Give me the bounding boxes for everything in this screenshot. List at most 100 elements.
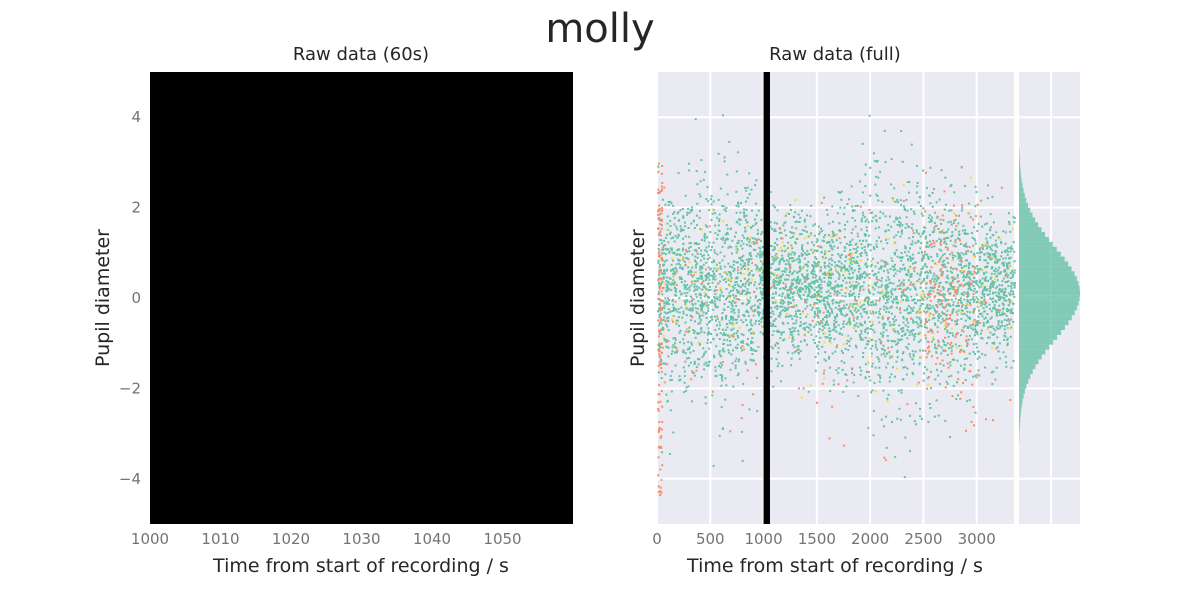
scatter-point [954, 336, 957, 339]
scatter-point [677, 235, 680, 238]
scatter-point [937, 227, 940, 230]
scatter-point [865, 327, 868, 330]
scatter-point [688, 250, 691, 253]
scatter-point [736, 221, 739, 224]
scatter-point [809, 324, 812, 327]
scatter-point [1003, 325, 1006, 328]
scatter-point [903, 309, 906, 312]
scatter-point [916, 323, 919, 326]
histogram-bar [1019, 197, 1027, 203]
scatter-point [759, 275, 762, 278]
scatter-point [973, 270, 976, 273]
scatter-point [749, 251, 752, 254]
scatter-point [867, 288, 870, 291]
scatter-point [672, 337, 675, 340]
scatter-point [803, 218, 806, 221]
scatter-point [943, 231, 946, 234]
scatter-point [1012, 273, 1015, 276]
scatter-point [728, 284, 731, 287]
scatter-point [877, 176, 880, 179]
scatter-point [909, 450, 912, 453]
scatter-point [838, 285, 841, 288]
scatter-point [730, 277, 733, 280]
left-x-tick-label: 1040 [413, 530, 451, 548]
scatter-point [1001, 311, 1004, 314]
scatter-point [975, 342, 978, 345]
right-x-tick-label: 2000 [851, 530, 889, 548]
scatter-point [758, 283, 761, 286]
scatter-point [928, 315, 931, 318]
scatter-point [769, 306, 772, 309]
scatter-point [836, 246, 839, 249]
scatter-point [874, 273, 877, 276]
scatter-point [891, 260, 894, 263]
scatter-point [924, 307, 927, 310]
scatter-point [985, 233, 988, 236]
scatter-point [914, 288, 917, 291]
scatter-point [688, 326, 691, 329]
scatter-point [707, 253, 710, 256]
scatter-point [893, 298, 896, 301]
scatter-point [981, 247, 984, 250]
scatter-point [671, 272, 674, 275]
scatter-point [952, 288, 955, 291]
scatter-point [816, 312, 819, 315]
scatter-point [799, 321, 802, 324]
scatter-point [812, 268, 815, 271]
scatter-point [791, 292, 794, 295]
scatter-point [673, 286, 676, 289]
scatter-point [932, 290, 935, 293]
scatter-point [925, 319, 928, 322]
scatter-point [1013, 284, 1016, 287]
scatter-point [885, 310, 888, 313]
scatter-point [731, 362, 734, 365]
scatter-point [851, 284, 854, 287]
scatter-point [991, 333, 994, 336]
scatter-point [850, 312, 853, 315]
scatter-point [657, 165, 660, 168]
scatter-point [849, 254, 852, 257]
scatter-point [856, 235, 859, 238]
scatter-point [773, 221, 776, 224]
scatter-point [919, 204, 922, 207]
scatter-point [691, 302, 694, 305]
scatter-point [1007, 250, 1010, 253]
scatter-point [963, 312, 966, 315]
histogram-bar [1019, 359, 1039, 365]
scatter-point [852, 288, 855, 291]
scatter-point [967, 262, 970, 265]
scatter-point [718, 350, 721, 353]
scatter-point [801, 273, 804, 276]
scatter-point [878, 312, 881, 315]
scatter-point [891, 288, 894, 291]
scatter-point [775, 280, 778, 283]
scatter-point [793, 350, 796, 353]
scatter-point [672, 283, 675, 286]
scatter-point [750, 257, 753, 260]
scatter-point [893, 251, 896, 254]
scatter-point [712, 200, 715, 203]
scatter-point [801, 229, 804, 232]
scatter-point [859, 205, 862, 208]
scatter-point [903, 267, 906, 270]
scatter-point [658, 273, 661, 276]
scatter-point [829, 313, 832, 316]
scatter-point [941, 305, 944, 308]
scatter-point [933, 286, 936, 289]
scatter-point [935, 368, 938, 371]
scatter-point [702, 353, 705, 356]
scatter-point [711, 281, 714, 284]
scatter-point [662, 328, 665, 331]
scatter-point [759, 331, 762, 334]
scatter-point [990, 310, 993, 313]
scatter-point [951, 285, 954, 288]
scatter-point [971, 297, 974, 300]
scatter-point [983, 286, 986, 289]
scatter-point [659, 493, 662, 496]
scatter-point [727, 270, 730, 273]
scatter-point [1006, 265, 1009, 268]
scatter-point [1000, 313, 1003, 316]
scatter-point [760, 320, 763, 323]
scatter-point [881, 335, 884, 338]
scatter-point [657, 261, 660, 264]
